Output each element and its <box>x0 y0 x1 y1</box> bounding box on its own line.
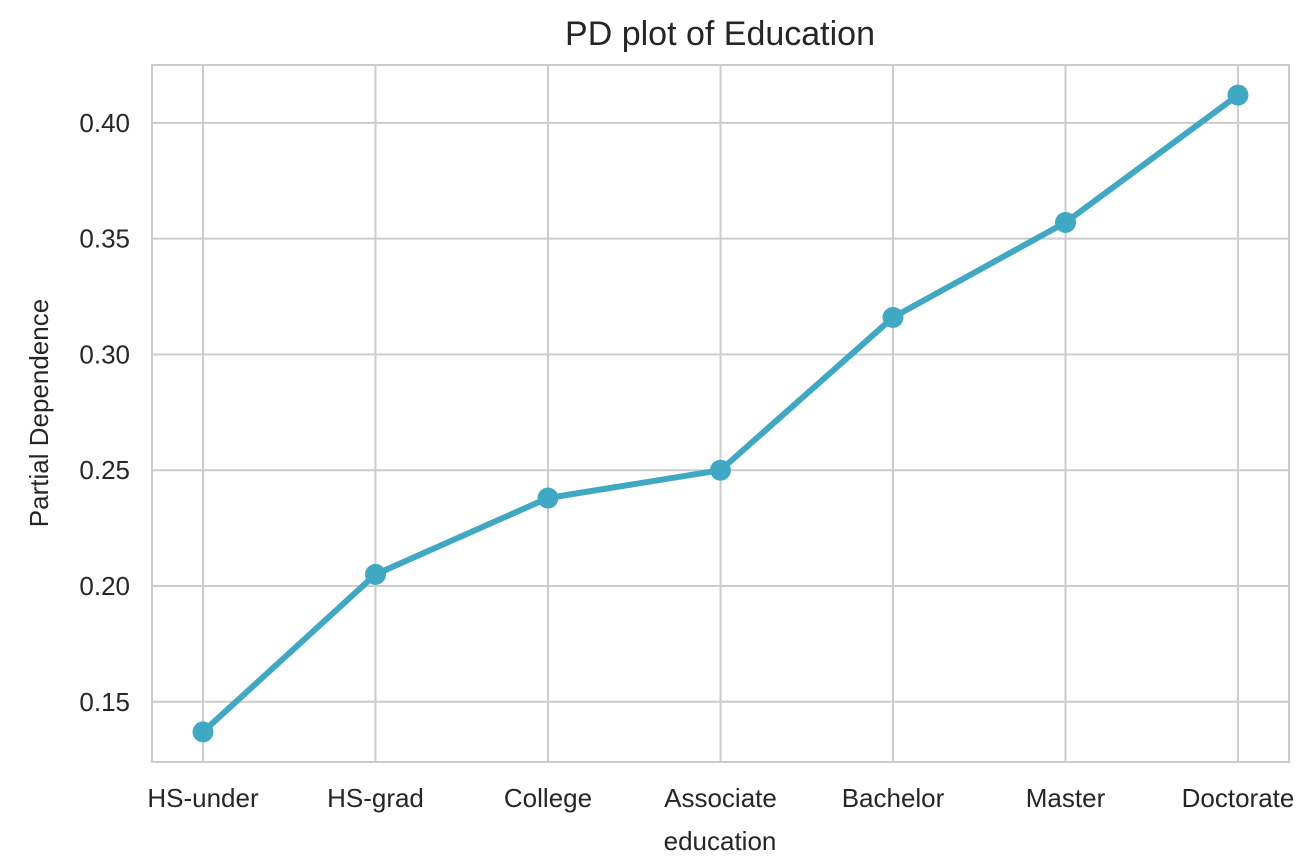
x-tick-label: Associate <box>664 783 777 813</box>
grid-lines <box>152 65 1289 762</box>
data-point <box>1227 84 1249 106</box>
data-points <box>192 84 1249 743</box>
x-tick-label: HS-grad <box>327 783 424 813</box>
x-tick-label: Master <box>1026 783 1106 813</box>
data-point <box>365 563 386 585</box>
data-point <box>882 306 904 328</box>
x-tick-label: Doctorate <box>1182 783 1295 813</box>
data-point <box>537 487 559 509</box>
y-tick-label: 0.40 <box>79 108 130 138</box>
data-point <box>710 459 731 481</box>
data-point <box>192 721 214 743</box>
y-tick-label: 0.25 <box>79 455 130 485</box>
plot-area-frame <box>151 64 1290 763</box>
data-point <box>1055 211 1076 233</box>
x-tick-label: Bachelor <box>842 783 945 813</box>
x-tick-labels: HS-under HS-grad College Associate Bachelor M… <box>147 783 1294 813</box>
x-tick-label: College <box>504 783 592 813</box>
y-tick-labels: 0.15 0.20 0.25 0.30 0.35 0.40 <box>79 108 130 717</box>
y-tick-label: 0.15 <box>79 687 130 717</box>
x-axis-label: education <box>664 826 777 856</box>
x-tick-label: HS-under <box>147 783 259 813</box>
y-axis-label: Partial Dependence <box>24 299 54 527</box>
chart-title: PD plot of Education <box>565 15 875 53</box>
y-tick-label: 0.30 <box>79 339 130 369</box>
y-tick-label: 0.35 <box>79 224 130 254</box>
y-tick-label: 0.20 <box>79 571 130 601</box>
